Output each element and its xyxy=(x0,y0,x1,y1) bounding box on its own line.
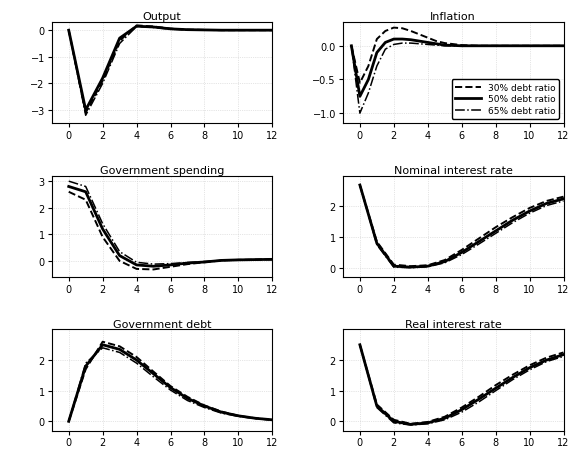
Title: Government debt: Government debt xyxy=(113,319,211,329)
Title: Nominal interest rate: Nominal interest rate xyxy=(394,166,513,175)
Legend: 30% debt ratio, 50% debt ratio, 65% debt ratio: 30% debt ratio, 50% debt ratio, 65% debt… xyxy=(451,80,559,119)
Title: Government spending: Government spending xyxy=(100,166,224,175)
Title: Inflation: Inflation xyxy=(430,13,476,22)
Title: Real interest rate: Real interest rate xyxy=(405,319,501,329)
Title: Output: Output xyxy=(143,13,182,22)
